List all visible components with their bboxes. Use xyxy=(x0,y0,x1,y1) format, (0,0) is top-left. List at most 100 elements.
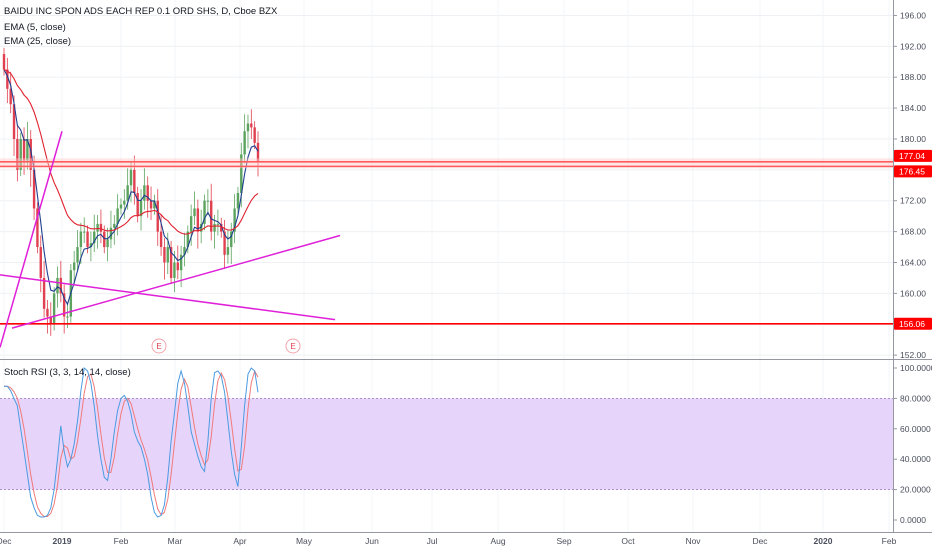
candle-body[interactable] xyxy=(46,308,49,317)
candle-body[interactable] xyxy=(143,185,146,201)
candle[interactable] xyxy=(42,260,46,318)
trend-line[interactable] xyxy=(0,131,63,348)
candle[interactable] xyxy=(19,132,22,177)
candle-body[interactable] xyxy=(236,193,240,209)
candle[interactable] xyxy=(176,245,179,280)
candle[interactable] xyxy=(233,194,236,244)
candle[interactable] xyxy=(223,220,226,270)
candle[interactable] xyxy=(143,168,146,210)
candle[interactable] xyxy=(109,210,113,249)
trend-lines[interactable] xyxy=(0,131,341,348)
candle[interactable] xyxy=(129,160,133,203)
candle[interactable] xyxy=(206,189,210,216)
candle[interactable] xyxy=(220,217,223,238)
candle[interactable] xyxy=(46,299,49,334)
candle-body[interactable] xyxy=(106,239,109,248)
candle-body[interactable] xyxy=(203,200,206,224)
candle-body[interactable] xyxy=(12,104,16,139)
candle-body[interactable] xyxy=(149,200,153,209)
time-axis[interactable]: Dec 2019 Feb Mar Apr May Jun Jul Aug Sep Oct Nov Dec… xyxy=(0,536,897,546)
price-axis[interactable]: 196.00192.00188.00184.00180.00176.00172.… xyxy=(893,10,926,360)
candle[interactable] xyxy=(99,209,103,244)
candle-body[interactable] xyxy=(29,138,32,170)
candle[interactable] xyxy=(243,114,246,164)
candle-body[interactable] xyxy=(169,247,173,278)
candle[interactable] xyxy=(149,186,153,221)
ema-slow-legend[interactable]: EMA (25, close) xyxy=(4,36,72,47)
candle-body[interactable] xyxy=(89,243,93,248)
trend-line[interactable] xyxy=(0,274,336,321)
candle[interactable] xyxy=(196,199,200,249)
candle-body[interactable] xyxy=(210,200,213,232)
candle-body[interactable] xyxy=(159,231,163,248)
candle-body[interactable] xyxy=(129,169,133,186)
stoch-rsi-axis[interactable]: 100.0000 80.0000 60.0000 40.0000 20.0000 0.00… xyxy=(893,363,932,525)
candle[interactable] xyxy=(2,47,6,76)
candle-body[interactable] xyxy=(250,123,253,128)
candle[interactable] xyxy=(59,260,63,303)
candle[interactable] xyxy=(226,230,230,264)
candle-body[interactable] xyxy=(256,142,260,163)
candle-body[interactable] xyxy=(253,127,256,143)
candle-body[interactable] xyxy=(179,254,183,271)
candle[interactable] xyxy=(123,189,126,219)
candle-body[interactable] xyxy=(119,204,123,209)
candle-body[interactable] xyxy=(26,138,29,161)
candle-body[interactable] xyxy=(109,227,113,240)
candle[interactable] xyxy=(9,71,12,114)
candle-body[interactable] xyxy=(16,138,19,170)
candle[interactable] xyxy=(183,232,186,267)
candle[interactable] xyxy=(256,131,260,177)
candle-body[interactable] xyxy=(183,247,186,255)
candle-body[interactable] xyxy=(123,200,126,205)
candle-body[interactable] xyxy=(166,247,169,263)
candle-body[interactable] xyxy=(126,185,129,201)
candle[interactable] xyxy=(230,222,233,265)
candle-body[interactable] xyxy=(2,54,6,70)
candle-body[interactable] xyxy=(136,193,139,217)
candle[interactable] xyxy=(29,130,32,187)
candle-body[interactable] xyxy=(226,247,230,255)
candle-body[interactable] xyxy=(9,88,12,105)
candle-body[interactable] xyxy=(59,277,63,294)
candle[interactable] xyxy=(6,57,9,104)
candle-body[interactable] xyxy=(39,247,42,278)
trend-line[interactable] xyxy=(11,234,341,329)
candle[interactable] xyxy=(193,191,196,226)
candle[interactable] xyxy=(246,114,250,149)
candle-body[interactable] xyxy=(139,200,143,217)
candle-body[interactable] xyxy=(240,154,243,194)
candle[interactable] xyxy=(36,202,39,254)
candle-body[interactable] xyxy=(216,223,220,225)
candle-body[interactable] xyxy=(113,223,116,228)
candle[interactable] xyxy=(216,209,220,236)
candle-body[interactable] xyxy=(206,200,210,202)
candle[interactable] xyxy=(62,284,66,334)
candle-body[interactable] xyxy=(66,316,69,318)
candle-body[interactable] xyxy=(193,208,196,217)
candle-body[interactable] xyxy=(56,277,59,294)
candle-body[interactable] xyxy=(133,169,136,194)
candle-body[interactable] xyxy=(42,277,46,309)
candle-body[interactable] xyxy=(76,247,79,263)
candle[interactable] xyxy=(203,194,206,231)
candle[interactable] xyxy=(153,194,156,215)
candle[interactable] xyxy=(76,230,79,272)
candle[interactable] xyxy=(186,225,190,254)
candle[interactable] xyxy=(119,198,123,215)
candle[interactable] xyxy=(133,155,136,205)
candle-body[interactable] xyxy=(22,138,26,161)
candle-body[interactable] xyxy=(116,208,119,224)
candle[interactable] xyxy=(173,250,176,293)
candle[interactable] xyxy=(39,235,42,293)
candle-body[interactable] xyxy=(19,138,22,170)
candle-body[interactable] xyxy=(103,231,106,248)
candle[interactable] xyxy=(136,186,139,223)
candle-body[interactable] xyxy=(32,169,36,209)
candle[interactable] xyxy=(49,302,52,336)
candle-body[interactable] xyxy=(49,316,52,325)
candle[interactable] xyxy=(236,186,240,215)
candle-body[interactable] xyxy=(62,293,66,317)
